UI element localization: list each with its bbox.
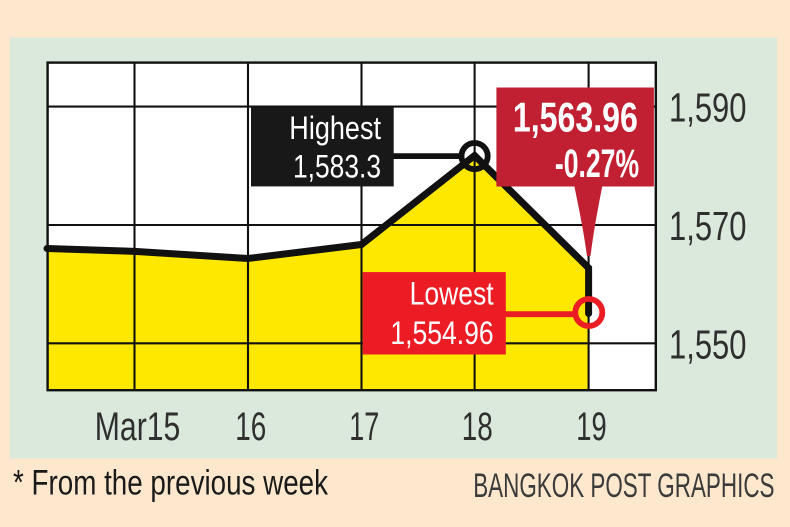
svg-text:BANGKOK POST GRAPHICS: BANGKOK POST GRAPHICS [473, 467, 774, 505]
svg-text:* From the previous week: * From the previous week [13, 464, 328, 503]
svg-text:1,554.96: 1,554.96 [390, 315, 493, 351]
svg-text:1,570: 1,570 [669, 203, 747, 249]
svg-text:1,590: 1,590 [669, 85, 747, 131]
svg-text:17: 17 [349, 405, 379, 449]
svg-text:Mar15: Mar15 [95, 405, 181, 449]
svg-text:18: 18 [462, 405, 493, 449]
svg-text:Lowest: Lowest [410, 276, 494, 312]
svg-text:1,550: 1,550 [669, 321, 747, 367]
svg-text:1,563.96: 1,563.96 [513, 94, 638, 141]
svg-text:19: 19 [576, 405, 606, 449]
svg-text:Highest: Highest [289, 110, 381, 146]
svg-text:1,583.3: 1,583.3 [293, 149, 381, 185]
svg-text:-0.27%: -0.27% [555, 142, 639, 186]
svg-text:16: 16 [235, 405, 266, 449]
